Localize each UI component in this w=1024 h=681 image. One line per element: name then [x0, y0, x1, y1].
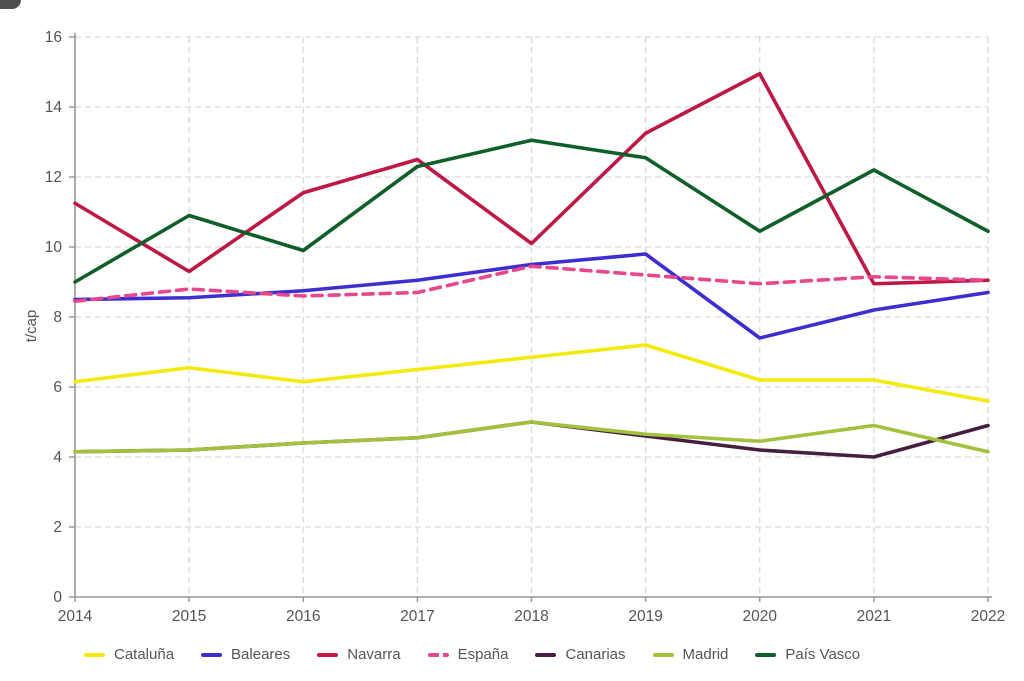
legend-swatch [84, 652, 105, 657]
y-tick-label: 14 [45, 99, 63, 116]
legend-item-madrid[interactable]: Madrid [652, 646, 729, 663]
y-tick-label: 16 [45, 29, 62, 46]
y-tick-label: 2 [53, 519, 62, 536]
legend-label: Baleares [231, 646, 291, 663]
legend-swatch [755, 652, 777, 657]
legend-label: País Vasco [785, 646, 861, 663]
legend-item-navarra[interactable]: Navarra [317, 646, 401, 663]
series-line-madrid [73, 420, 990, 454]
legend-item-españa[interactable]: España [427, 646, 509, 663]
y-axis-title: t/cap [22, 309, 40, 343]
legend-label: España [457, 646, 509, 663]
series-line-navarra [73, 71, 990, 286]
y-tick-label: 12 [45, 169, 62, 186]
legend-swatch [427, 652, 449, 657]
x-tick-label: 2022 [971, 608, 1005, 625]
legend-swatch [652, 652, 674, 657]
x-tick-label: 2018 [514, 608, 548, 625]
legend-label: Navarra [347, 646, 401, 663]
x-tick-label: 2017 [400, 608, 434, 625]
x-tick-label: 2015 [172, 608, 206, 625]
x-tick-label: 2021 [857, 608, 891, 625]
series-line-españa [73, 264, 990, 304]
x-tick-label: 2014 [58, 608, 93, 625]
y-tick-label: 6 [53, 379, 62, 396]
series-line-país-vasco [73, 138, 990, 284]
legend-label: Canarias [565, 646, 626, 663]
legend-swatch [201, 652, 223, 657]
y-tick-label: 10 [45, 239, 63, 256]
legend-label: Cataluña [114, 646, 175, 663]
y-tick-label: 0 [53, 589, 62, 606]
corner-artifact [0, 0, 21, 9]
legend-item-baleares[interactable]: Baleares [201, 646, 290, 663]
x-tick-label: 2020 [743, 608, 778, 625]
legend-swatch [535, 652, 557, 657]
series-line-cataluña [73, 343, 990, 403]
x-tick-label: 2016 [286, 608, 320, 625]
legend-item-cataluña[interactable]: Cataluña [84, 646, 174, 663]
y-tick-label: 4 [53, 449, 62, 466]
y-tick-label: 8 [53, 309, 62, 326]
x-tick-label: 2019 [628, 608, 662, 625]
legend-item-país-vasco[interactable]: País Vasco [755, 646, 860, 663]
legend: Cataluña Baleares Navarra España Canarias Mad… [84, 646, 860, 663]
legend-item-canarias[interactable]: Canarias [535, 646, 626, 663]
legend-label: Madrid [682, 646, 729, 663]
legend-swatch [317, 652, 339, 657]
